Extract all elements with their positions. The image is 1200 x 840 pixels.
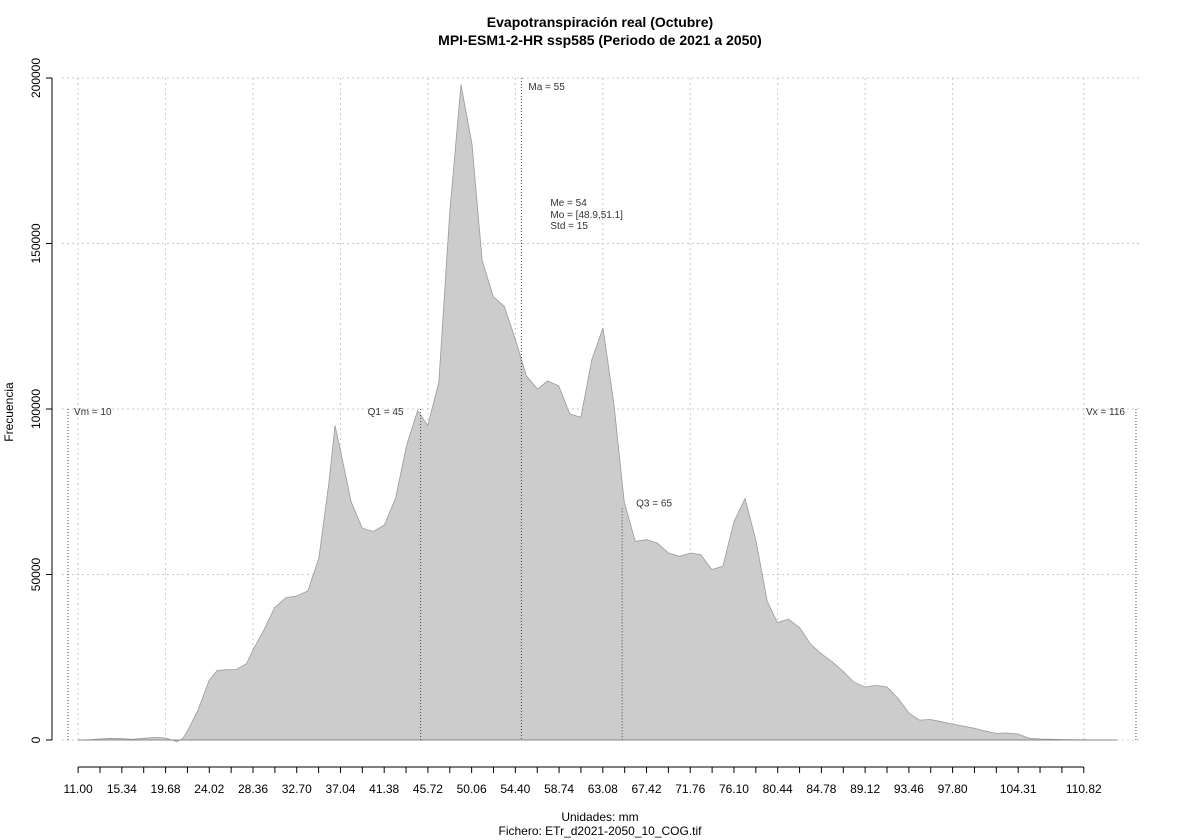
y-tick-label: 200000 [29, 58, 43, 98]
x-tick-label: 97.80 [938, 782, 968, 796]
x-tick-label: 11.00 [64, 782, 93, 796]
x-tick-label: 37.04 [325, 782, 355, 796]
x-tick-label: 50.06 [457, 782, 487, 796]
y-tick-label: 50000 [29, 557, 43, 591]
x-tick-label: 89.12 [850, 782, 880, 796]
x-tick-label: 63.08 [588, 782, 618, 796]
x-tick-label: 58.74 [544, 782, 574, 796]
x-tick-label: 67.42 [632, 782, 662, 796]
x-tick-label: 28.36 [238, 782, 268, 796]
x-axis-label: Unidades: mm [561, 810, 639, 824]
x-tick-label: 41.38 [369, 782, 399, 796]
q3-label: Q3 = 65 [636, 498, 672, 509]
y-axis: 0 50000 100000 150000 200000 [29, 58, 53, 743]
q1-label: Q1 = 45 [368, 407, 404, 418]
max-value-label: Vx = 116 [1086, 407, 1125, 418]
x-tick-label: 110.82 [1066, 782, 1102, 796]
x-axis: 11.00 15.34 19.68 24.02 28.36 32.70 37.04 41.38… [64, 766, 1102, 796]
x-tick-label: 93.46 [894, 782, 924, 796]
x-tick-label: 71.76 [675, 782, 705, 796]
y-tick-label: 100000 [29, 389, 43, 429]
mode-label: Mo = [48.9,51.1] [550, 210, 623, 221]
x-tick-label: 54.40 [500, 782, 530, 796]
y-tick-label: 150000 [29, 223, 43, 263]
x-tick-label: 80.44 [763, 782, 793, 796]
x-tick-label: 24.02 [194, 782, 224, 796]
y-tick-label: 0 [29, 736, 43, 743]
mean-label: Ma = 55 [528, 82, 565, 93]
min-value-label: Vm = 10 [74, 407, 112, 418]
x-tick-label: 15.34 [107, 782, 137, 796]
histogram-area [78, 84, 1117, 743]
y-axis-label: Frecuencia [2, 382, 16, 442]
x-tick-label: 104.31 [1000, 782, 1037, 796]
x-tick-label: 76.10 [719, 782, 749, 796]
x-tick-label: 32.70 [282, 782, 312, 796]
median-label: Me = 54 [550, 198, 587, 209]
x-tick-label: 19.68 [151, 782, 181, 796]
std-label: Std = 15 [550, 221, 588, 232]
chart-subtitle: MPI-ESM1-2-HR ssp585 (Periodo de 2021 a … [438, 32, 762, 48]
chart-title: Evapotranspiración real (Octubre) [486, 14, 714, 30]
file-name-label: Fichero: ETr_d2021-2050_10_COG.tif [498, 824, 702, 838]
x-tick-label: 45.72 [413, 782, 443, 796]
x-tick-label: 84.78 [806, 782, 836, 796]
